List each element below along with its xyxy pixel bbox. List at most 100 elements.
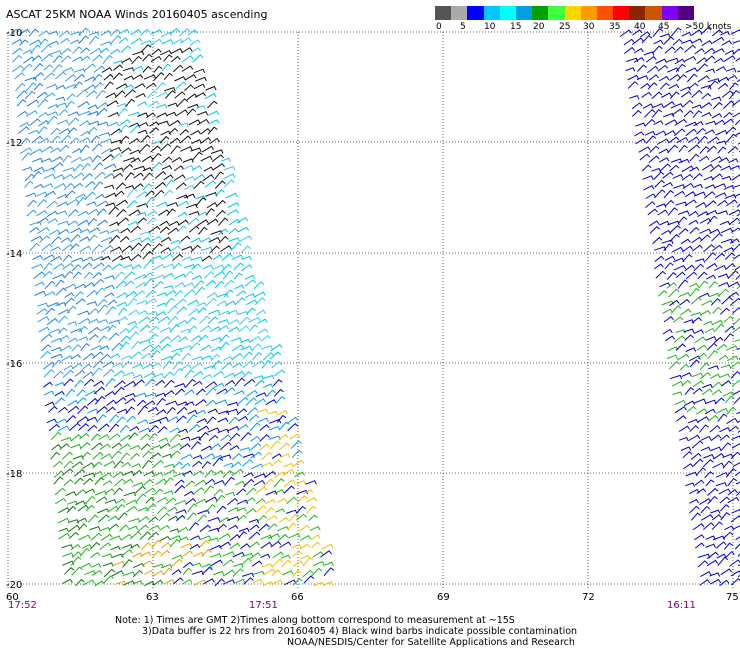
wind-barb [230,337,243,342]
wind-barb [80,342,90,352]
wind-barb [186,512,197,521]
wind-barb [195,105,206,110]
wind-barb [84,84,97,92]
wind-barb [157,316,170,324]
wind-barb [736,411,740,415]
wind-barb [129,237,142,243]
wind-barb [212,254,223,261]
wind-barb [689,153,700,162]
wind-barb [720,380,732,387]
wind-barb [717,556,729,567]
wind-barb [73,469,86,477]
wind-barb [203,166,214,172]
wind-barb [227,401,239,407]
wind-barb [666,282,677,289]
wind-barb [671,380,684,387]
wind-barb [680,446,692,451]
wind-barb [96,200,109,207]
wind-barb [70,556,82,566]
wind-barb [270,440,281,450]
wind-barb [663,101,675,109]
wind-barb [141,459,153,470]
colorbar-swatch [532,6,549,20]
wind-barb [144,400,156,407]
wind-barb [664,199,675,207]
wind-barb [207,427,220,433]
wind-barb [684,44,697,53]
wind-barb [156,397,166,406]
wind-barb [115,280,127,289]
wind-barb [662,182,674,188]
wind-barb [92,360,104,368]
wind-barb [133,165,146,171]
wind-barb [192,380,203,387]
wind-barb [193,280,205,289]
wind-barb [123,271,136,280]
wind-barb [63,460,74,469]
wind-barb [226,209,239,216]
wind-barb [168,119,181,127]
wind-barb [669,164,680,172]
wind-barb [182,550,194,557]
wind-barb [104,173,115,179]
wind-barb [40,350,52,359]
wind-barb [684,387,695,396]
wind-barb [728,281,740,288]
wind-barb [649,220,660,227]
wind-barb [84,282,95,289]
wind-barb [12,54,23,63]
wind-barb [124,397,136,405]
wind-barb [148,316,160,323]
wind-barb [58,128,71,135]
wind-barb [169,137,181,145]
wind-barb [205,208,215,216]
wind-barb [54,397,65,405]
wind-barb [38,326,50,333]
wind-barb [718,281,730,287]
wind-barb [72,271,83,279]
wind-barb [313,581,325,587]
wind-barb [82,173,93,181]
wind-barb [63,182,75,191]
wind-barb [139,551,152,557]
wind-barb [199,535,212,541]
wind-barb [197,307,207,315]
wind-barb [168,515,179,522]
wind-barb [248,324,259,332]
wind-barb [627,81,639,89]
wind-barb [704,184,716,189]
wind-barb [195,195,206,200]
wind-barb [264,470,276,479]
wind-barb [255,505,267,513]
wind-barb [645,193,657,199]
wind-barb [45,307,56,316]
wind-barb [237,424,249,432]
wind-barb [662,171,674,179]
wind-barb [162,156,173,164]
wind-barb [79,441,91,450]
wind-barb [32,157,43,163]
wind-barb [186,316,197,324]
wind-barb [206,202,218,209]
wind-barb [215,189,225,197]
wind-barb [84,180,96,188]
wind-barb [678,144,688,153]
wind-barb [165,297,175,305]
wind-barb [299,524,310,532]
wind-barb [692,244,703,252]
wind-barb [672,174,684,179]
wind-barb [736,285,740,290]
wind-barb [193,68,206,74]
wind-barb [719,373,731,379]
wind-barb [155,409,167,416]
wind-barb [673,335,686,343]
wind-barb [170,245,181,252]
wind-barb [682,463,694,470]
wind-barb [211,337,222,342]
wind-barb [236,408,248,416]
wind-barb [120,45,132,54]
wind-barb [225,491,236,497]
wind-barb [87,126,98,134]
wind-barb [160,31,173,38]
wind-barb [81,543,92,549]
